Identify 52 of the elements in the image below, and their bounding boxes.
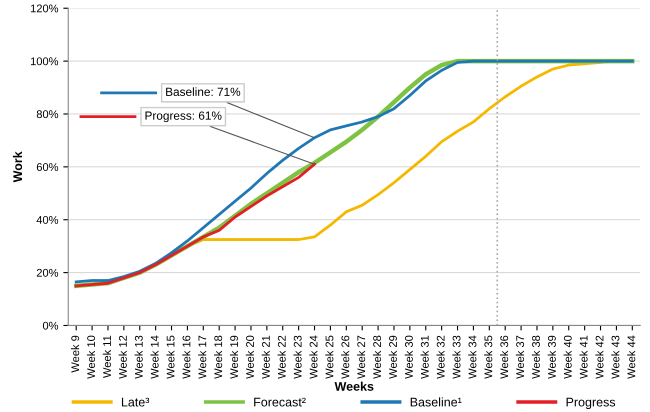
legend-label: Baseline¹ xyxy=(410,397,462,407)
x-tick-label: Week 28 xyxy=(372,336,382,379)
x-tick-label: Week 32 xyxy=(436,336,445,379)
x-tick-label: Week 21 xyxy=(262,336,270,379)
y-tick-label: 60% xyxy=(36,163,58,171)
x-tick-label: Week 27 xyxy=(357,336,366,379)
x-tick-label: Week 44 xyxy=(627,336,636,379)
x-tick-label: Week 35 xyxy=(484,336,492,379)
x-tick-label: Week 15 xyxy=(166,336,175,379)
x-tick-label: Week 38 xyxy=(532,336,540,379)
x-tick-label: Week 11 xyxy=(102,336,111,378)
annotation: Progress: 61% xyxy=(145,111,222,122)
y-tick-label: 80% xyxy=(36,110,58,118)
x-tick-label: Week 24 xyxy=(309,336,318,379)
x-tick-label: Week 31 xyxy=(420,336,429,379)
x-tick-label: Week 12 xyxy=(118,336,127,379)
legend-label: Progress xyxy=(566,398,616,409)
x-tick-label: Week 20 xyxy=(246,336,254,379)
legend-label: Forecast² xyxy=(254,398,306,407)
x-tick-label: Week 26 xyxy=(341,336,350,379)
x-tick-label: Week 25 xyxy=(325,336,334,379)
x-tick-label: Week 19 xyxy=(230,336,238,379)
x-tick-label: Week 30 xyxy=(404,336,413,379)
y-tick-label: 20% xyxy=(36,268,58,277)
x-tick-label: Week 39 xyxy=(548,336,556,379)
y-tick-label: 100% xyxy=(30,57,58,66)
x-tick-label: Week 41 xyxy=(579,336,588,379)
x-tick-label: Week 43 xyxy=(611,336,620,379)
x-tick-label: Week 33 xyxy=(452,336,461,379)
x-tick-label: Week 37 xyxy=(516,336,524,379)
annotation: Baseline: 71% xyxy=(166,87,240,96)
x-axis-title: Weeks xyxy=(334,382,374,391)
x-tick-label: Week 40 xyxy=(564,336,572,379)
y-tick-label: 0% xyxy=(42,322,58,330)
y-axis-title: Work xyxy=(12,151,22,182)
x-tick-label: Week 36 xyxy=(500,336,508,379)
x-tick-label: Week 16 xyxy=(182,336,190,379)
x-tick-label: Week 14 xyxy=(150,336,159,379)
y-tick-label: 40% xyxy=(36,216,58,224)
x-tick-label: Week 13 xyxy=(134,336,143,379)
legend-label: Late³ xyxy=(122,398,150,407)
x-tick-label: Week 42 xyxy=(595,336,604,379)
x-tick-label: Week 22 xyxy=(278,336,286,379)
x-tick-label: Week 10 xyxy=(86,336,96,379)
line-series xyxy=(74,162,316,288)
x-tick-label: Week 29 xyxy=(388,336,397,379)
x-tick-label: Week 18 xyxy=(214,336,222,379)
x-tick-label: Week 9 xyxy=(71,336,80,373)
x-tick-label: Week 34 xyxy=(468,336,476,379)
y-tick-label: 120% xyxy=(30,4,58,12)
x-tick-label: Week 17 xyxy=(198,336,206,379)
x-tick-label: Week 23 xyxy=(293,336,302,379)
